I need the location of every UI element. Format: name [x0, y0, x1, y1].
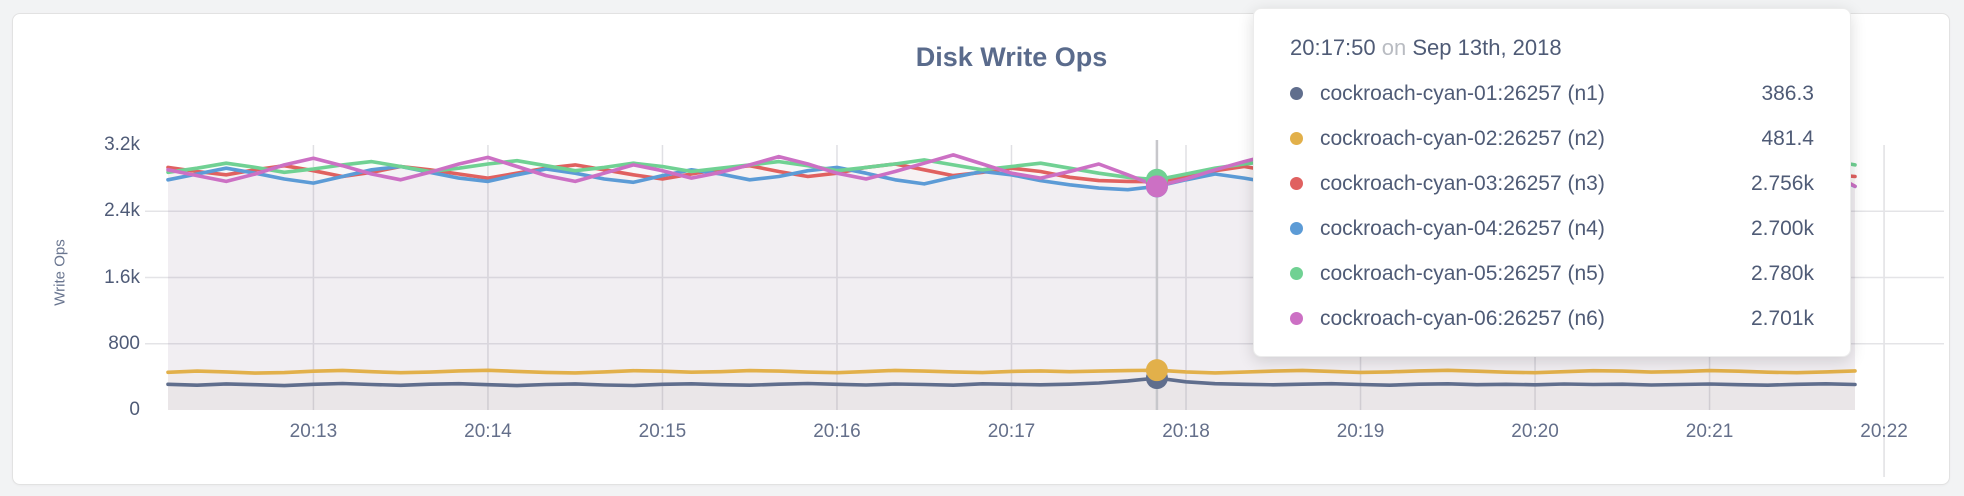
- y-tick-label: 2.4k: [104, 200, 140, 222]
- x-tick-label: 20:13: [289, 421, 338, 442]
- series-color-dot-icon: [1290, 177, 1303, 190]
- series-value: 2.780k: [1750, 261, 1814, 285]
- tooltip-series-row: cockroach-cyan-06:26257 (n6) 2.701k: [1290, 296, 1814, 341]
- tooltip-date: Sep 13th, 2018: [1412, 35, 1562, 60]
- chart-title: Disk Write Ops: [915, 42, 1108, 72]
- hover-point: [1145, 359, 1168, 382]
- x-tick-label: 20:18: [1162, 421, 1210, 442]
- tooltip-series-row: cockroach-cyan-05:26257 (n5) 2.780k: [1290, 251, 1814, 296]
- series-color-dot-icon: [1290, 267, 1303, 280]
- tooltip-series-row: cockroach-cyan-04:26257 (n4) 2.700k: [1290, 206, 1814, 251]
- y-tick-label: 3.2k: [104, 134, 140, 155]
- x-tick-label: 20:21: [1685, 421, 1734, 442]
- series-line: [166, 376, 1857, 388]
- series-line: [166, 368, 1857, 375]
- x-tick-label: 20:15: [638, 421, 687, 442]
- x-tick-label: 20:20: [1511, 421, 1559, 442]
- tooltip-rows: cockroach-cyan-01:26257 (n1) 386.3 cockr…: [1290, 71, 1814, 341]
- hover-point: [1145, 175, 1168, 198]
- tooltip-time: 20:17:50: [1290, 35, 1376, 60]
- series-name: cockroach-cyan-03:26257 (n3): [1320, 171, 1605, 195]
- series-value: 2.701k: [1750, 306, 1814, 330]
- x-tick-label: 20:17: [987, 421, 1036, 442]
- tooltip-header: 20:17:50 on Sep 13th, 2018: [1290, 35, 1814, 61]
- y-tick-label: 0: [129, 399, 140, 420]
- series-color-dot-icon: [1290, 312, 1303, 325]
- tooltip-separator: on: [1381, 35, 1407, 60]
- series-name: cockroach-cyan-04:26257 (n4): [1320, 216, 1605, 240]
- series-name: cockroach-cyan-06:26257 (n6): [1320, 306, 1605, 330]
- y-tick-label: 1.6k: [104, 266, 140, 288]
- x-tick-label: 20:19: [1336, 421, 1385, 442]
- series-value: 481.4: [1761, 126, 1814, 150]
- chart-tooltip: 20:17:50 on Sep 13th, 2018 cockroach-cya…: [1253, 8, 1851, 357]
- y-tick-label: 800: [108, 332, 140, 354]
- series-color-dot-icon: [1290, 132, 1303, 145]
- series-name: cockroach-cyan-01:26257 (n1): [1320, 81, 1605, 105]
- series-color-dot-icon: [1290, 87, 1303, 100]
- tooltip-series-row: cockroach-cyan-01:26257 (n1) 386.3: [1290, 71, 1814, 116]
- series-color-dot-icon: [1290, 222, 1303, 235]
- x-tick-label: 20:14: [464, 421, 512, 442]
- series-name: cockroach-cyan-02:26257 (n2): [1320, 126, 1605, 150]
- series-value: 386.3: [1761, 81, 1814, 105]
- tooltip-series-row: cockroach-cyan-02:26257 (n2) 481.4: [1290, 116, 1814, 161]
- x-tick-label: 20:22: [1860, 421, 1908, 442]
- x-tick-label: 20:16: [813, 421, 861, 442]
- series-name: cockroach-cyan-05:26257 (n5): [1320, 261, 1605, 285]
- series-value: 2.756k: [1750, 171, 1814, 195]
- tooltip-series-row: cockroach-cyan-03:26257 (n3) 2.756k: [1290, 161, 1814, 206]
- series-value: 2.700k: [1750, 216, 1814, 240]
